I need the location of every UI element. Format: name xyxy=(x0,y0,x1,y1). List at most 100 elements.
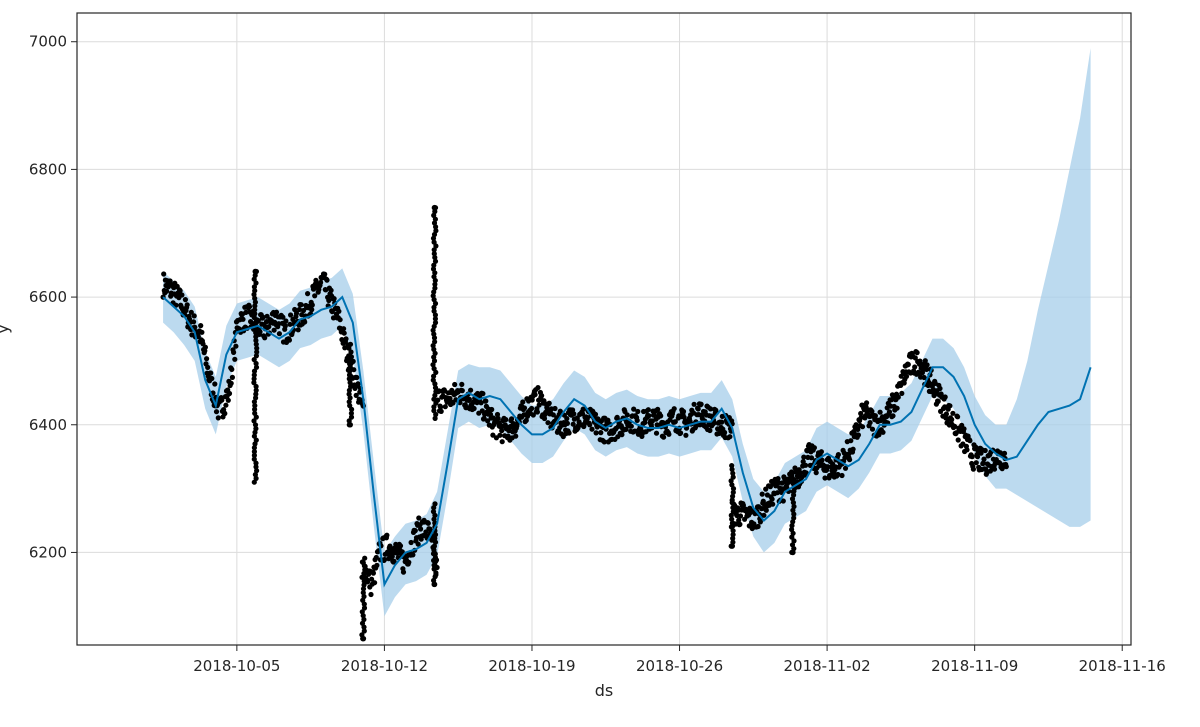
observed-point xyxy=(271,327,277,333)
observed-point xyxy=(369,576,375,582)
observed-point xyxy=(430,327,436,333)
observed-point xyxy=(730,539,736,545)
observed-point xyxy=(273,309,280,315)
x-tick-label: 2018-11-02 xyxy=(784,657,871,675)
observed-point xyxy=(254,349,260,355)
observed-point xyxy=(923,366,930,372)
observed-point xyxy=(361,578,367,584)
observed-point xyxy=(431,373,437,379)
observed-point xyxy=(867,420,873,426)
observed-point xyxy=(251,452,257,458)
observed-point xyxy=(432,281,438,287)
x-tick-label: 2018-10-12 xyxy=(341,657,428,675)
observed-point xyxy=(288,312,294,318)
observed-point xyxy=(346,376,352,382)
y-tick-label: 6800 xyxy=(29,160,67,178)
observed-point xyxy=(728,478,734,484)
observed-point xyxy=(598,430,604,436)
observed-point xyxy=(601,439,607,445)
observed-point xyxy=(974,454,981,460)
observed-point xyxy=(346,372,353,378)
observed-point xyxy=(252,406,258,412)
observed-point xyxy=(318,279,324,286)
observed-point xyxy=(199,329,205,335)
observed-point xyxy=(177,288,183,294)
observed-point xyxy=(432,205,439,211)
observed-point xyxy=(240,316,246,322)
observed-point xyxy=(780,498,786,504)
observed-point xyxy=(818,449,825,455)
observed-point xyxy=(730,470,736,476)
observed-point xyxy=(400,569,407,575)
observed-point xyxy=(412,528,418,534)
observed-point xyxy=(489,406,495,413)
observed-point xyxy=(433,558,439,565)
observed-point xyxy=(791,492,797,498)
observed-point xyxy=(624,412,630,418)
observed-point xyxy=(534,409,541,415)
observed-point xyxy=(666,431,672,437)
observed-point xyxy=(973,460,979,466)
observed-point xyxy=(347,341,354,347)
observed-point xyxy=(283,318,289,324)
observed-point xyxy=(587,422,593,428)
observed-point xyxy=(198,323,204,329)
observed-point xyxy=(763,507,769,513)
observed-point xyxy=(212,381,218,387)
observed-point xyxy=(202,344,208,350)
observed-point xyxy=(433,389,439,395)
observed-point xyxy=(252,288,258,294)
observed-point xyxy=(341,326,347,332)
x-tick-label: 2018-11-16 xyxy=(1079,657,1166,675)
observed-point xyxy=(698,401,704,407)
observed-point xyxy=(859,424,866,430)
observed-point xyxy=(468,387,474,393)
observed-point xyxy=(503,417,509,423)
observed-point xyxy=(842,465,849,471)
observed-point xyxy=(552,405,558,412)
observed-point xyxy=(683,432,689,438)
observed-point xyxy=(730,474,736,480)
observed-point xyxy=(797,470,803,476)
observed-point xyxy=(287,321,293,327)
observed-point xyxy=(737,513,744,519)
observed-point xyxy=(416,515,422,521)
observed-point xyxy=(295,327,301,333)
observed-point xyxy=(943,411,950,417)
observed-point xyxy=(847,457,853,463)
observed-point xyxy=(252,422,259,428)
observed-point xyxy=(789,469,795,475)
observed-point xyxy=(282,323,288,329)
observed-point xyxy=(430,377,436,383)
observed-point xyxy=(869,408,875,414)
observed-point xyxy=(223,402,229,408)
observed-point xyxy=(251,456,257,462)
observed-point xyxy=(368,591,374,598)
observed-point xyxy=(653,430,660,436)
observed-point xyxy=(346,345,352,351)
observed-point xyxy=(880,429,886,435)
observed-point xyxy=(811,445,818,451)
observed-point xyxy=(305,291,311,297)
observed-point xyxy=(471,405,477,412)
observed-point xyxy=(947,403,953,409)
observed-point xyxy=(759,491,765,497)
observed-point xyxy=(337,317,343,323)
observed-point xyxy=(229,374,235,380)
observed-point xyxy=(499,428,505,434)
observed-point xyxy=(982,447,988,454)
observed-point xyxy=(761,512,767,518)
forecast-line xyxy=(162,295,1092,588)
observed-point xyxy=(661,434,667,440)
observed-point xyxy=(729,497,735,503)
observed-point xyxy=(231,349,237,355)
observed-point xyxy=(408,539,414,546)
observed-point xyxy=(346,391,352,397)
observed-point xyxy=(914,350,920,356)
observed-point xyxy=(987,468,994,474)
observed-point xyxy=(550,412,556,418)
observed-point xyxy=(848,438,854,444)
observed-point xyxy=(253,353,259,359)
observed-point xyxy=(485,418,491,424)
